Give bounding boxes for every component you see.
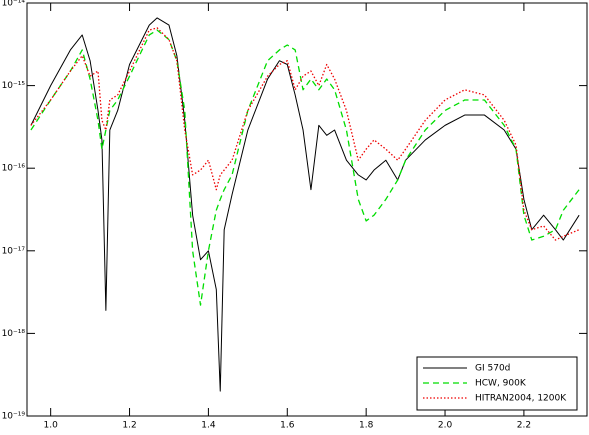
x-tick-label: 1.4 — [201, 421, 216, 431]
series-line — [30, 29, 580, 306]
legend-label: HCW, 900K — [475, 379, 527, 389]
series-line — [30, 17, 580, 392]
y-tick-label: 10⁻¹⁹ — [2, 412, 26, 422]
y-tick-label: 10⁻¹⁵ — [2, 81, 26, 91]
y-tick-label: 10⁻¹⁶ — [2, 164, 26, 174]
y-tick-label: 10⁻¹⁷ — [2, 246, 26, 256]
plot-frame — [26, 2, 588, 417]
x-tick-label: 1.8 — [359, 421, 374, 431]
x-tick-label: 1.6 — [280, 421, 295, 431]
y-tick-label: 10⁻¹⁸ — [2, 329, 26, 339]
x-tick-label: 2.2 — [517, 421, 531, 431]
y-tick-label: 10⁻¹⁴ — [2, 0, 26, 9]
legend: GI 570d HCW, 900K HITRAN2004, 1200K — [416, 356, 578, 411]
x-tick-label: 2.0 — [438, 421, 453, 431]
legend-label: GI 570d — [475, 364, 510, 374]
series-line — [30, 27, 580, 241]
x-tick-label: 1.2 — [122, 421, 136, 431]
legend-label: HITRAN2004, 1200K — [475, 394, 567, 404]
x-tick-label: 1.0 — [43, 421, 58, 431]
